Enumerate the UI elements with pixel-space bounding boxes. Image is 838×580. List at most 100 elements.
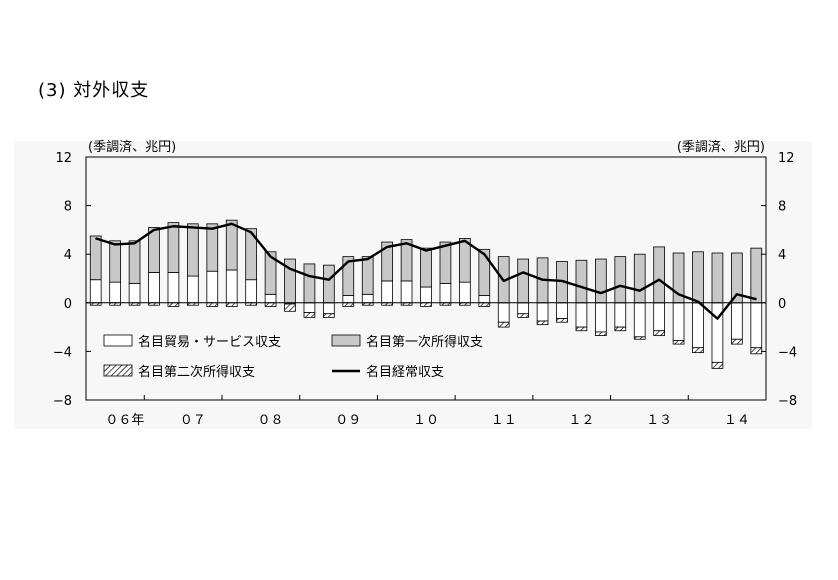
primary-income-bar (653, 246, 665, 304)
current-account-point (250, 231, 252, 233)
primary-income-bar (381, 241, 393, 282)
current-account-point (192, 226, 194, 229)
secondary-income-bar (284, 303, 296, 312)
trade-services-bar (653, 302, 665, 332)
current-account-point (95, 237, 97, 240)
primary-income-bar (692, 251, 704, 304)
legend-swatch-white (103, 334, 133, 347)
current-account-point (522, 271, 524, 274)
current-account-point (367, 258, 369, 260)
current-account-point (541, 279, 544, 281)
secondary-income-bar (225, 302, 238, 307)
x-year-label: １４ (724, 413, 750, 428)
right-y-tick-label: 0 (778, 297, 786, 312)
left-y-tick-label: 12 (55, 151, 72, 166)
primary-income-bar (439, 241, 452, 284)
plot-frame (85, 156, 767, 401)
trade-services-bar (497, 302, 510, 323)
primary-income-bar (148, 227, 160, 273)
current-account-point (677, 293, 680, 295)
primary-income-bar (225, 219, 238, 271)
left-y-tick-label: −4 (53, 345, 72, 360)
x-year-label: ０６年 (105, 413, 144, 428)
secondary-income-bar (556, 318, 568, 323)
x-year-label: ０８ (258, 413, 284, 428)
trade-services-bar (575, 302, 588, 328)
current-account-point (133, 242, 136, 244)
trade-services-bar (167, 272, 180, 304)
secondary-income-bar (633, 336, 646, 340)
current-account-point (231, 223, 233, 225)
secondary-income-bar (750, 347, 763, 355)
left-y-tick-label: 8 (64, 200, 72, 215)
current-account-point (503, 280, 505, 282)
trade-services-bar (692, 302, 704, 349)
legend-swatch-hatch (103, 364, 133, 377)
current-account-point (153, 229, 155, 231)
primary-income-bar (614, 256, 627, 304)
primary-income-bar (89, 235, 102, 281)
current-account-point (561, 280, 563, 282)
trade-services-bar (303, 302, 316, 313)
trade-services-bar (459, 281, 471, 304)
secondary-income-bar (711, 361, 724, 369)
trade-services-bar (225, 269, 238, 304)
secondary-income-bar (692, 347, 704, 354)
right-y-tick-label: 8 (778, 200, 786, 215)
trade-services-bar (264, 293, 277, 304)
current-account-point (405, 242, 408, 244)
secondary-income-bar (206, 302, 219, 307)
secondary-income-bar (672, 340, 685, 345)
primary-income-bar (420, 247, 432, 288)
primary-income-bar (459, 238, 471, 283)
current-account-point (658, 279, 660, 281)
secondary-income-bar (497, 321, 510, 328)
current-account-point (483, 253, 485, 255)
x-year-label: １３ (646, 413, 672, 428)
primary-income-bar (187, 223, 199, 277)
trade-services-bar (750, 302, 763, 349)
secondary-income-bar (264, 302, 277, 307)
current-account-point (386, 246, 388, 248)
current-account-point (755, 298, 757, 300)
left-y-tick-label: 4 (64, 248, 72, 263)
primary-income-bar (264, 251, 277, 295)
trade-services-bar (89, 279, 102, 304)
legend-label: 名目貿易・サービス収支 (138, 334, 281, 350)
trade-services-bar (342, 295, 355, 304)
trade-services-bar (731, 302, 743, 340)
primary-income-bar (575, 259, 588, 304)
trade-services-bar (711, 302, 724, 363)
current-account-point (269, 256, 272, 258)
secondary-income-bar (575, 326, 588, 332)
trade-services-bar (400, 280, 413, 304)
trade-services-bar (187, 275, 199, 304)
primary-income-bar (128, 240, 141, 284)
primary-income-bar (633, 253, 646, 304)
secondary-income-bar (323, 313, 335, 318)
trade-services-bar (614, 302, 627, 328)
secondary-income-bar (420, 302, 432, 307)
primary-income-bar (245, 228, 257, 281)
primary-income-bar (478, 248, 491, 296)
secondary-income-bar (342, 302, 355, 307)
secondary-income-bar (167, 302, 180, 307)
x-year-label: １０ (413, 413, 439, 428)
trade-services-bar (439, 282, 452, 304)
trade-services-bar (517, 302, 529, 315)
current-account-point (289, 268, 291, 270)
section-title: (3) 対外収支 (38, 80, 150, 101)
current-account-point (697, 300, 699, 303)
current-account-point (600, 292, 602, 294)
primary-income-bar (323, 264, 335, 304)
legend-label: 名目第一次所得収支 (366, 334, 483, 350)
trade-services-bar (245, 279, 257, 304)
current-account-point (114, 243, 116, 246)
left-unit-label: (季調済、兆円) (88, 139, 176, 155)
primary-income-bar (711, 252, 724, 304)
legend-label: 名目経常収支 (366, 364, 444, 380)
secondary-income-bar (536, 320, 549, 326)
primary-income-bar (206, 223, 219, 272)
secondary-income-bar (478, 302, 491, 307)
